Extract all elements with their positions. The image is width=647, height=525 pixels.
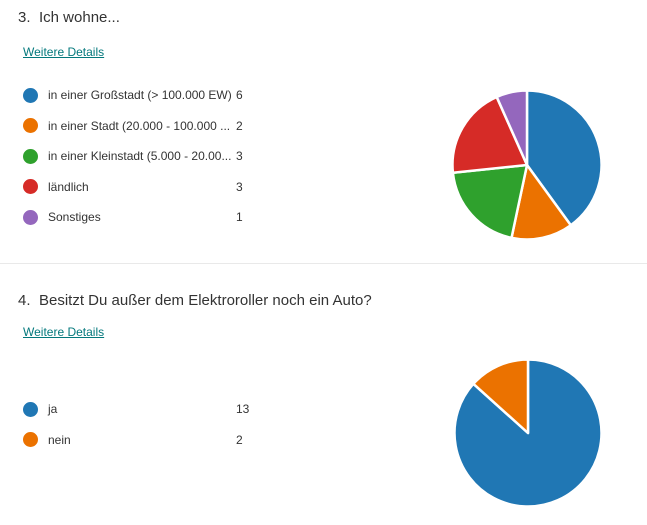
- legend-label: in einer Kleinstadt (5.000 - 20.00...: [48, 149, 232, 164]
- section-divider: [0, 263, 647, 264]
- answer-legend: in einer Großstadt (> 100.000 EW) 6 in ein…: [18, 80, 318, 233]
- legend-count: 3: [236, 179, 243, 194]
- legend-label: ja: [48, 402, 58, 417]
- weitere-details-link[interactable]: Weitere Details: [23, 325, 105, 339]
- pie-slice: [472, 358, 530, 435]
- legend-count: 2: [236, 432, 243, 447]
- legend-item: in einer Kleinstadt (5.000 - 20.00... 3: [18, 141, 318, 172]
- legend-count: 6: [236, 88, 243, 103]
- legend-count: 2: [236, 118, 243, 133]
- weitere-details-link[interactable]: Weitere Details: [23, 45, 105, 59]
- question-title: 3. Ich wohne...: [18, 8, 120, 28]
- legend-color-dot: [23, 401, 38, 417]
- legend-label: in einer Großstadt (> 100.000 EW): [48, 88, 232, 103]
- legend-count: 3: [236, 149, 243, 164]
- legend-label: ländlich: [48, 179, 89, 194]
- pie-slice: [451, 163, 529, 240]
- legend-item: Sonstiges 1: [18, 202, 318, 233]
- legend-item: in einer Großstadt (> 100.000 EW) 6: [18, 80, 318, 111]
- legend-color-dot: [23, 118, 38, 134]
- pie-slice: [495, 89, 529, 167]
- legend-count: 1: [236, 210, 243, 225]
- legend-item: ländlich 3: [18, 172, 318, 203]
- question-title-text: Besitzt Du außer dem Elektroroller noch …: [39, 292, 372, 309]
- legend-count: 13: [236, 402, 250, 417]
- legend-label: nein: [48, 432, 71, 447]
- legend-color-dot: [23, 148, 38, 164]
- legend-color-dot: [23, 87, 38, 103]
- question-number: 3.: [18, 9, 31, 26]
- legend-label: Sonstiges: [48, 210, 101, 225]
- pie-slice: [451, 95, 529, 175]
- legend-color-dot: [23, 209, 38, 225]
- pie-slice: [525, 89, 603, 227]
- answer-legend: ja 13 nein 2: [18, 394, 318, 455]
- legend-color-dot: [23, 179, 38, 195]
- pie-chart: [451, 89, 603, 241]
- pie-chart: [453, 358, 603, 508]
- question-title: 4. Besitzt Du außer dem Elektroroller noc…: [18, 291, 372, 311]
- legend-label: in einer Stadt (20.000 - 100.000 ...: [48, 118, 231, 133]
- legend-color-dot: [23, 432, 38, 448]
- legend-item: nein 2: [18, 425, 318, 456]
- question-number: 4.: [18, 292, 31, 309]
- legend-item: ja 13: [18, 394, 318, 425]
- question-title-text: Ich wohne...: [39, 9, 120, 26]
- legend-item: in einer Stadt (20.000 - 100.000 ... 2: [18, 111, 318, 142]
